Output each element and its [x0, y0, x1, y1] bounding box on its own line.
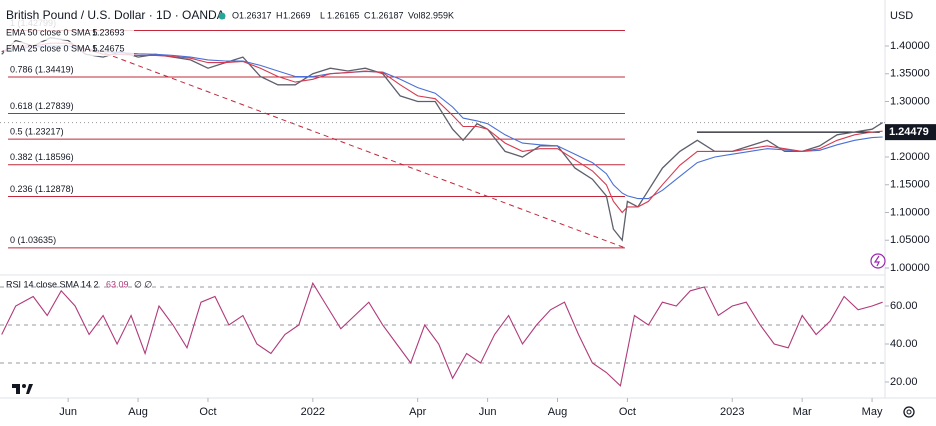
- y-tick-label: 1.10000: [890, 206, 930, 218]
- y-tick-label: 1.40000: [890, 40, 930, 52]
- legend-bg: [2, 6, 472, 26]
- fib-label: 0.786 (1.34419): [10, 64, 74, 74]
- y-tick-label: 20.00: [890, 376, 918, 388]
- logo-part: [22, 384, 26, 388]
- legend-bg: [4, 42, 134, 56]
- x-tick-label: Apr: [409, 406, 426, 418]
- rsi-value: 63.09: [106, 279, 129, 289]
- logo[interactable]: [12, 384, 33, 394]
- price-badge: [885, 124, 936, 141]
- series-line: [1, 45, 883, 200]
- ohlc-key: C: [364, 10, 371, 20]
- ohlc-value: 1.26187: [371, 10, 404, 20]
- fib-label: 0.236 (1.12878): [10, 184, 74, 194]
- ohlc-key: O: [232, 10, 239, 20]
- y-tick-label: 1.30000: [890, 95, 930, 107]
- market-status: [218, 12, 226, 20]
- x-tick-label: Aug: [128, 406, 148, 418]
- y-tick-label: 60.00: [890, 300, 918, 312]
- x-tick-label: Jun: [479, 406, 497, 418]
- x-tick-label: 2022: [301, 406, 325, 418]
- fib-label: 0.382 (1.18596): [10, 152, 74, 162]
- legend-bg: [4, 26, 134, 40]
- fib-label: 0 (1.03635): [10, 235, 56, 245]
- rsi-title: RSI 14 close SMA 14 2: [6, 279, 99, 289]
- logo-part: [26, 384, 33, 394]
- x-tick-label: 2023: [720, 406, 744, 418]
- y-tick-label: 1.20000: [890, 151, 930, 163]
- alert-icon-bolt: [873, 255, 880, 267]
- settings-icon[interactable]: [903, 406, 915, 418]
- alert-icon[interactable]: [870, 253, 886, 269]
- fib-label: 0.618 (1.27839): [10, 101, 74, 111]
- x-tick-label: Oct: [619, 406, 636, 418]
- ohlc-value: 1.26317: [239, 10, 272, 20]
- logo-part: [16, 384, 20, 394]
- ohlc-key: L: [320, 10, 325, 20]
- currency[interactable]: USD: [890, 10, 913, 22]
- series-line: [1, 42, 883, 214]
- ohlc-value: 1.2669: [283, 10, 311, 20]
- x-tick-label: Jun: [59, 406, 77, 418]
- fib-label: 0.5 (1.23217): [10, 127, 64, 137]
- y-tick-label: 1.35000: [890, 68, 930, 80]
- y-tick-label: 1.15000: [890, 179, 930, 191]
- symbol-title: British Pound / U.S. Dollar · 1D · OANDA: [6, 8, 225, 22]
- legend-entry: EMA 25 close 0 SMA 5: [6, 43, 98, 53]
- gear-center: [906, 409, 912, 415]
- trendline: [95, 49, 626, 249]
- legend-value: 1.24675: [92, 43, 125, 53]
- y-tick-label: 1.05000: [890, 234, 930, 246]
- rsi-extra: ∅ ∅: [134, 279, 152, 289]
- price-badge-label: 1.24479: [889, 126, 929, 138]
- x-tick-label: Oct: [199, 406, 216, 418]
- y-tick-label: 1.00000: [890, 262, 930, 274]
- ohlc-value: 1.26165: [327, 10, 360, 20]
- legend-entry: EMA 50 close 0 SMA 5: [6, 27, 98, 37]
- x-tick-label: Aug: [548, 406, 568, 418]
- y-tick-label: 40.00: [890, 338, 918, 350]
- volume: Vol82.959K: [408, 10, 454, 20]
- legend-value: 1.23693: [92, 27, 125, 37]
- series-line: [1, 281, 883, 387]
- ohlc-key: H: [276, 10, 283, 20]
- x-tick-label: May: [862, 406, 883, 418]
- gear: [903, 406, 915, 418]
- x-tick-label: Mar: [793, 406, 812, 418]
